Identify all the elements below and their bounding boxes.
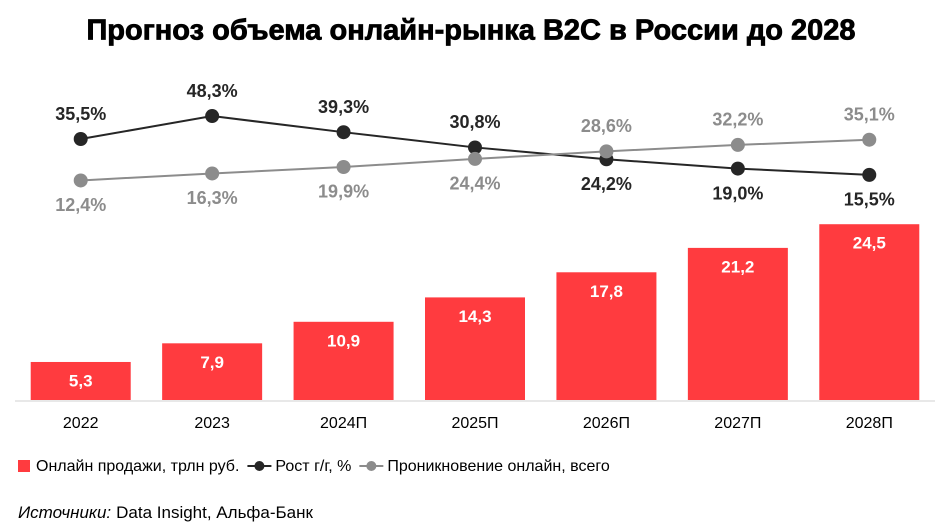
bar-value-label: 7,9 [200, 353, 224, 372]
line-marker [862, 167, 877, 182]
bar-value-label: 24,5 [853, 234, 886, 253]
line-value-label: 32,2% [712, 110, 763, 130]
x-tick-label: 2024П [320, 415, 367, 432]
line-value-label: 12,4% [55, 195, 106, 215]
line-value-label: 30,8% [449, 112, 500, 132]
line-value-label: 16,3% [187, 188, 238, 208]
line-marker [73, 173, 88, 188]
line-marker [336, 159, 351, 174]
x-tick-label: 2027П [714, 415, 761, 432]
x-tick-label: 2025П [451, 415, 498, 432]
source-text: Data Insight, Альфа-Банк [116, 503, 313, 522]
bar [556, 272, 657, 400]
legend-label: Проникновение онлайн, всего [387, 458, 609, 475]
x-tick-label: 2023 [194, 415, 230, 432]
bar-value-label: 14,3 [458, 307, 491, 326]
x-tick-label: 2026П [583, 415, 630, 432]
x-tick-label: 2028П [846, 415, 893, 432]
x-tick-label: 2022 [63, 415, 99, 432]
line-marker [862, 132, 877, 147]
line-marker [205, 109, 220, 124]
line-value-label: 35,1% [844, 104, 895, 124]
bar-value-label: 5,3 [69, 371, 93, 390]
bar [819, 224, 920, 400]
line-value-label: 15,5% [844, 190, 895, 210]
line-value-label: 35,5% [55, 104, 106, 124]
bar-value-label: 17,8 [590, 282, 623, 301]
line-marker [336, 125, 351, 140]
line-value-label: 28,6% [581, 116, 632, 136]
bar [425, 297, 525, 400]
line-value-label: 19,0% [712, 183, 763, 203]
bar-value-label: 21,2 [721, 257, 754, 276]
chart-title: Прогноз объема онлайн-рынка B2C в России… [86, 15, 855, 47]
legend-swatch [18, 460, 30, 472]
legend-swatch [366, 461, 377, 471]
line-marker [73, 132, 88, 147]
line-marker [599, 144, 614, 159]
bar [162, 343, 263, 400]
legend-label: Онлайн продажи, трлн руб. [36, 458, 239, 475]
bar [30, 361, 131, 400]
legend-swatch [254, 461, 265, 471]
legend-label: Рост г/г, % [275, 458, 351, 475]
line-marker [205, 166, 220, 181]
line-value-label: 48,3% [187, 81, 238, 101]
line-value-label: 39,3% [318, 97, 369, 117]
line-marker [730, 161, 745, 176]
line-marker [730, 137, 745, 152]
bar [293, 321, 394, 400]
bar-value-label: 10,9 [327, 331, 360, 350]
line-value-label: 24,2% [581, 174, 632, 194]
line-value-label: 24,4% [449, 174, 500, 194]
line-marker [468, 140, 482, 155]
line-value-label: 19,9% [318, 182, 369, 202]
line-marker [468, 151, 482, 166]
bar [687, 247, 788, 400]
source-label: Источники: [18, 503, 111, 522]
source: Источники: Data Insight, Альфа-Банк [18, 503, 314, 522]
